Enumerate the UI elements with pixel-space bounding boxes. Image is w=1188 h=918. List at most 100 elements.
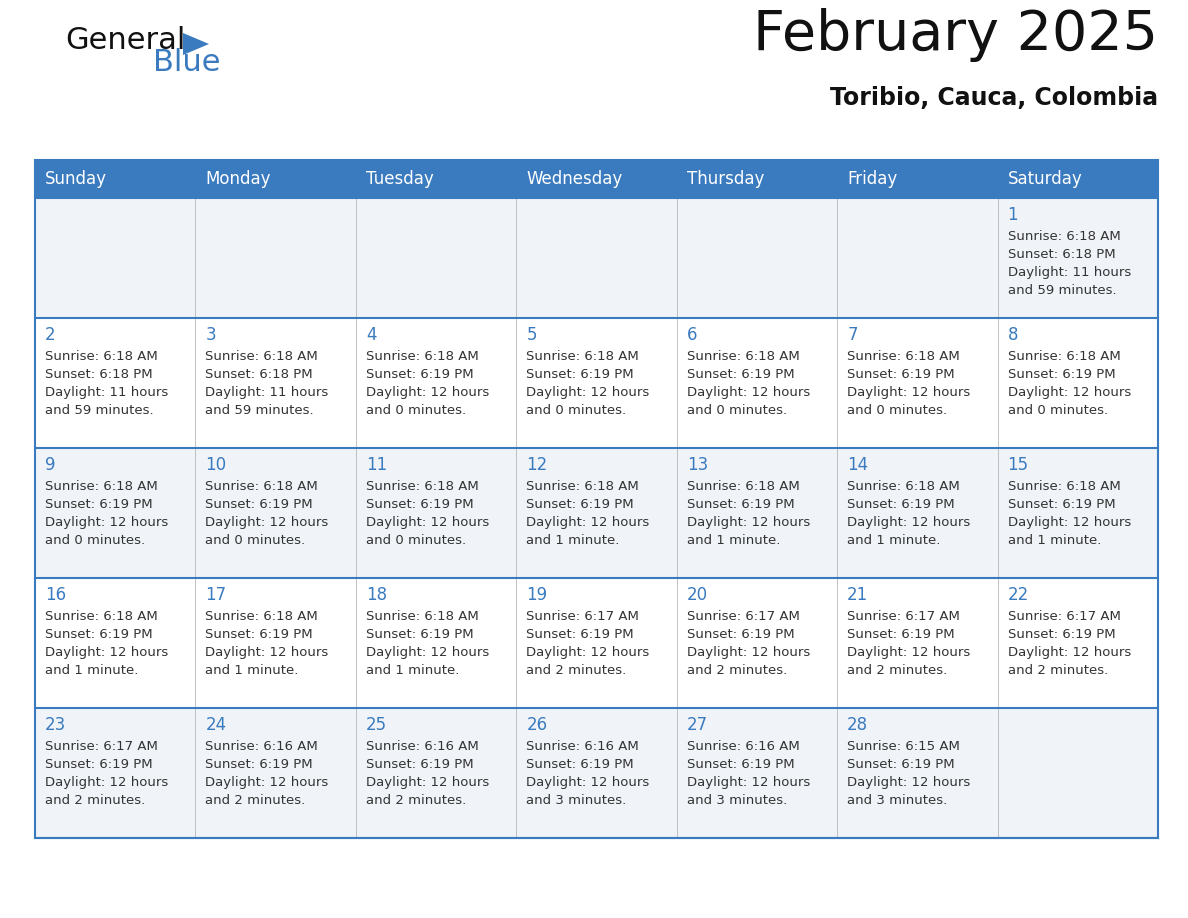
Text: Sunset: 6:19 PM: Sunset: 6:19 PM — [687, 368, 795, 381]
Text: Daylight: 12 hours: Daylight: 12 hours — [526, 386, 650, 399]
Text: 4: 4 — [366, 326, 377, 344]
Text: Friday: Friday — [847, 170, 897, 188]
Text: Sunrise: 6:17 AM: Sunrise: 6:17 AM — [45, 740, 158, 753]
Text: Blue: Blue — [153, 48, 221, 77]
Text: Tuesday: Tuesday — [366, 170, 434, 188]
Text: 21: 21 — [847, 586, 868, 604]
Text: Sunset: 6:18 PM: Sunset: 6:18 PM — [1007, 248, 1116, 261]
Text: Sunrise: 6:18 AM: Sunrise: 6:18 AM — [366, 610, 479, 623]
Text: 27: 27 — [687, 716, 708, 734]
Text: Daylight: 12 hours: Daylight: 12 hours — [687, 776, 810, 789]
Text: Daylight: 12 hours: Daylight: 12 hours — [847, 646, 971, 659]
Text: Sunrise: 6:17 AM: Sunrise: 6:17 AM — [847, 610, 960, 623]
Text: and 3 minutes.: and 3 minutes. — [687, 794, 786, 807]
Text: General: General — [65, 26, 185, 55]
Text: and 2 minutes.: and 2 minutes. — [45, 794, 145, 807]
Text: 7: 7 — [847, 326, 858, 344]
Text: Sunrise: 6:17 AM: Sunrise: 6:17 AM — [1007, 610, 1120, 623]
Text: Sunrise: 6:18 AM: Sunrise: 6:18 AM — [687, 480, 800, 493]
Text: Sunrise: 6:18 AM: Sunrise: 6:18 AM — [1007, 230, 1120, 243]
Text: Wednesday: Wednesday — [526, 170, 623, 188]
Text: Daylight: 12 hours: Daylight: 12 hours — [366, 386, 489, 399]
Text: and 1 minute.: and 1 minute. — [45, 664, 138, 677]
Text: Daylight: 12 hours: Daylight: 12 hours — [687, 516, 810, 529]
Text: Daylight: 12 hours: Daylight: 12 hours — [687, 386, 810, 399]
Text: 17: 17 — [206, 586, 227, 604]
Text: 3: 3 — [206, 326, 216, 344]
Text: and 0 minutes.: and 0 minutes. — [1007, 404, 1107, 417]
Text: Sunrise: 6:16 AM: Sunrise: 6:16 AM — [366, 740, 479, 753]
Text: 5: 5 — [526, 326, 537, 344]
Text: Sunset: 6:19 PM: Sunset: 6:19 PM — [687, 498, 795, 511]
Bar — [34, 448, 1158, 578]
Text: Sunrise: 6:18 AM: Sunrise: 6:18 AM — [847, 480, 960, 493]
Text: Sunrise: 6:15 AM: Sunrise: 6:15 AM — [847, 740, 960, 753]
Text: and 2 minutes.: and 2 minutes. — [526, 664, 626, 677]
Bar — [34, 708, 1158, 838]
Text: Sunrise: 6:18 AM: Sunrise: 6:18 AM — [206, 480, 318, 493]
Text: and 0 minutes.: and 0 minutes. — [206, 534, 305, 547]
Text: Sunrise: 6:17 AM: Sunrise: 6:17 AM — [687, 610, 800, 623]
Text: Sunrise: 6:18 AM: Sunrise: 6:18 AM — [526, 350, 639, 363]
Text: Sunset: 6:19 PM: Sunset: 6:19 PM — [366, 628, 474, 641]
Text: Sunset: 6:19 PM: Sunset: 6:19 PM — [687, 628, 795, 641]
Text: 11: 11 — [366, 456, 387, 474]
Text: Sunset: 6:19 PM: Sunset: 6:19 PM — [687, 758, 795, 771]
Text: and 0 minutes.: and 0 minutes. — [45, 534, 145, 547]
Text: Sunrise: 6:18 AM: Sunrise: 6:18 AM — [45, 480, 158, 493]
Text: Daylight: 12 hours: Daylight: 12 hours — [366, 646, 489, 659]
Text: 23: 23 — [45, 716, 67, 734]
Text: Sunset: 6:19 PM: Sunset: 6:19 PM — [847, 758, 955, 771]
Text: 25: 25 — [366, 716, 387, 734]
Text: and 1 minute.: and 1 minute. — [687, 534, 781, 547]
Text: Daylight: 11 hours: Daylight: 11 hours — [45, 386, 169, 399]
Text: Daylight: 12 hours: Daylight: 12 hours — [206, 646, 329, 659]
Text: Sunrise: 6:18 AM: Sunrise: 6:18 AM — [1007, 350, 1120, 363]
Text: Sunset: 6:19 PM: Sunset: 6:19 PM — [526, 498, 634, 511]
Text: Sunset: 6:19 PM: Sunset: 6:19 PM — [45, 628, 152, 641]
Text: Sunrise: 6:18 AM: Sunrise: 6:18 AM — [206, 350, 318, 363]
Text: Sunset: 6:19 PM: Sunset: 6:19 PM — [1007, 498, 1116, 511]
Text: February 2025: February 2025 — [753, 8, 1158, 62]
Text: 2: 2 — [45, 326, 56, 344]
Text: Sunset: 6:19 PM: Sunset: 6:19 PM — [847, 368, 955, 381]
Text: Daylight: 12 hours: Daylight: 12 hours — [1007, 646, 1131, 659]
Text: Sunrise: 6:18 AM: Sunrise: 6:18 AM — [45, 350, 158, 363]
Text: Daylight: 12 hours: Daylight: 12 hours — [847, 516, 971, 529]
Text: Sunrise: 6:18 AM: Sunrise: 6:18 AM — [206, 610, 318, 623]
Text: Sunrise: 6:18 AM: Sunrise: 6:18 AM — [1007, 480, 1120, 493]
Text: Saturday: Saturday — [1007, 170, 1082, 188]
Text: Daylight: 12 hours: Daylight: 12 hours — [526, 646, 650, 659]
Text: Sunday: Sunday — [45, 170, 107, 188]
Text: Daylight: 12 hours: Daylight: 12 hours — [45, 646, 169, 659]
Text: Sunrise: 6:17 AM: Sunrise: 6:17 AM — [526, 610, 639, 623]
Text: Daylight: 12 hours: Daylight: 12 hours — [526, 516, 650, 529]
Text: Sunrise: 6:16 AM: Sunrise: 6:16 AM — [206, 740, 318, 753]
Text: Daylight: 12 hours: Daylight: 12 hours — [1007, 386, 1131, 399]
Bar — [34, 160, 1158, 838]
Text: Daylight: 12 hours: Daylight: 12 hours — [366, 776, 489, 789]
Text: Monday: Monday — [206, 170, 271, 188]
Text: and 1 minute.: and 1 minute. — [206, 664, 299, 677]
Text: and 2 minutes.: and 2 minutes. — [1007, 664, 1108, 677]
Text: 26: 26 — [526, 716, 548, 734]
Text: 20: 20 — [687, 586, 708, 604]
Text: 22: 22 — [1007, 586, 1029, 604]
Text: Sunrise: 6:18 AM: Sunrise: 6:18 AM — [847, 350, 960, 363]
Text: Sunset: 6:19 PM: Sunset: 6:19 PM — [366, 368, 474, 381]
Text: Sunrise: 6:18 AM: Sunrise: 6:18 AM — [687, 350, 800, 363]
Text: Daylight: 12 hours: Daylight: 12 hours — [847, 386, 971, 399]
Text: and 3 minutes.: and 3 minutes. — [847, 794, 947, 807]
Text: and 2 minutes.: and 2 minutes. — [366, 794, 466, 807]
Text: Daylight: 11 hours: Daylight: 11 hours — [1007, 266, 1131, 279]
Text: and 0 minutes.: and 0 minutes. — [526, 404, 626, 417]
Text: Daylight: 12 hours: Daylight: 12 hours — [206, 516, 329, 529]
Text: 9: 9 — [45, 456, 56, 474]
Text: 1: 1 — [1007, 206, 1018, 224]
Text: and 59 minutes.: and 59 minutes. — [206, 404, 314, 417]
Text: Sunset: 6:19 PM: Sunset: 6:19 PM — [206, 758, 314, 771]
Text: Sunrise: 6:18 AM: Sunrise: 6:18 AM — [366, 480, 479, 493]
Text: Sunset: 6:19 PM: Sunset: 6:19 PM — [1007, 628, 1116, 641]
Text: and 1 minute.: and 1 minute. — [847, 534, 941, 547]
Bar — [34, 318, 1158, 448]
